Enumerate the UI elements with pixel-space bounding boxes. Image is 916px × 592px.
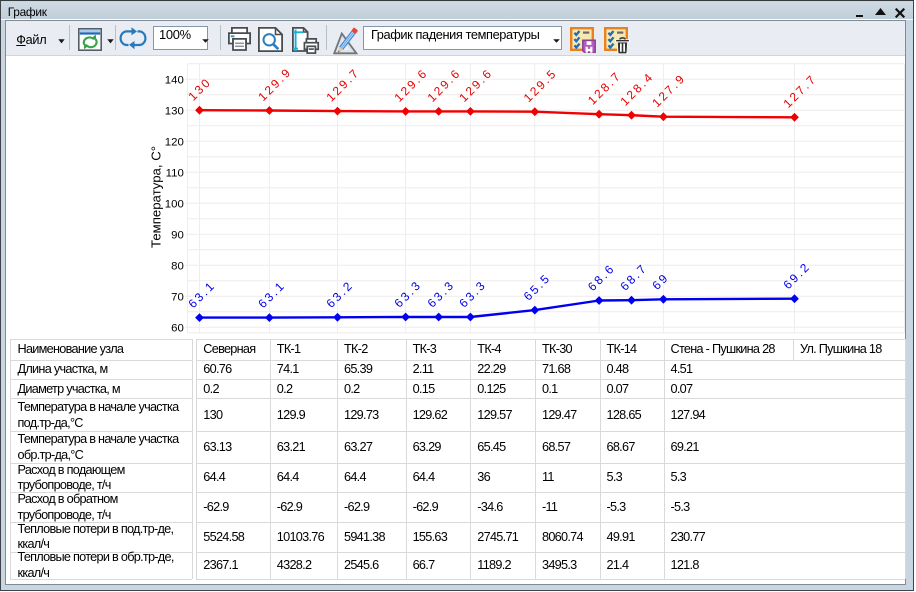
svg-text:129.5: 129.5 [521, 66, 560, 105]
svg-text:140: 140 [165, 75, 184, 87]
svg-text:130: 130 [165, 106, 184, 118]
svg-text:Температура, С°: Температура, С° [149, 146, 164, 248]
svg-text:120: 120 [165, 137, 184, 149]
svg-text:127.9: 127.9 [649, 71, 688, 110]
svg-text:63.2: 63.2 [323, 278, 356, 311]
svg-text:69.2: 69.2 [780, 259, 813, 292]
svg-text:90: 90 [171, 230, 184, 242]
svg-text:63.3: 63.3 [425, 277, 458, 310]
svg-text:128.7: 128.7 [585, 68, 624, 107]
svg-text:110: 110 [166, 168, 184, 180]
svg-text:100: 100 [165, 199, 184, 211]
svg-text:63.3: 63.3 [456, 277, 489, 310]
svg-text:127.7: 127.7 [780, 71, 819, 110]
svg-text:129.6: 129.6 [425, 65, 464, 104]
svg-text:65.5: 65.5 [521, 270, 554, 303]
svg-text:63.1: 63.1 [255, 278, 288, 311]
svg-text:63.1: 63.1 [185, 278, 218, 311]
svg-text:129.9: 129.9 [255, 65, 294, 104]
svg-text:129.6: 129.6 [392, 65, 431, 104]
svg-text:69: 69 [649, 270, 672, 293]
svg-text:68.6: 68.6 [585, 261, 618, 294]
svg-text:129.7: 129.7 [323, 65, 362, 104]
svg-text:80: 80 [171, 261, 184, 273]
svg-text:63.3: 63.3 [392, 277, 425, 310]
svg-text:70: 70 [171, 292, 184, 304]
svg-text:129.6: 129.6 [456, 65, 495, 104]
svg-text:60: 60 [171, 323, 184, 335]
